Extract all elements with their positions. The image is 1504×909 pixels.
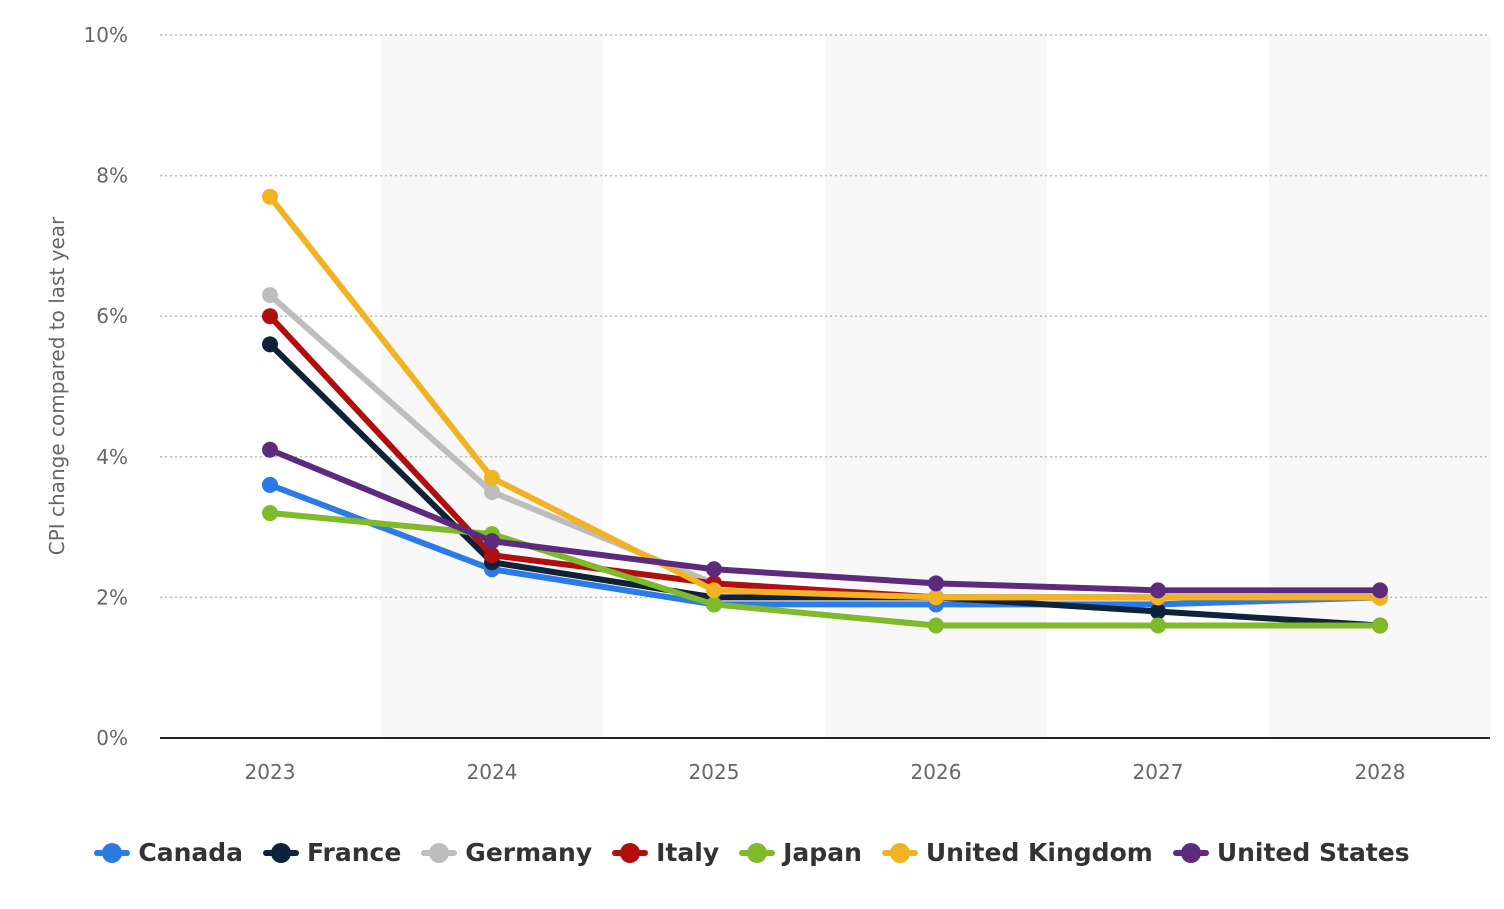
legend-item-germany[interactable]: Germany xyxy=(421,838,592,867)
data-point-united-kingdom-2024[interactable] xyxy=(484,469,500,486)
data-point-germany-2023[interactable] xyxy=(262,287,278,304)
legend-marker-icon xyxy=(739,842,776,863)
x-tick-label: 2023 xyxy=(245,760,296,784)
legend-marker-icon xyxy=(1172,842,1209,863)
data-point-japan-2025[interactable] xyxy=(706,596,722,613)
x-tick-label: 2026 xyxy=(911,760,962,784)
legend-label: Canada xyxy=(138,838,244,867)
legend-label: France xyxy=(307,838,402,867)
legend-marker-icon xyxy=(881,842,918,863)
y-tick-label: 2% xyxy=(96,585,128,609)
data-point-italy-2024[interactable] xyxy=(484,547,500,564)
x-tick-label: 2025 xyxy=(689,760,740,784)
data-point-united-states-2025[interactable] xyxy=(706,561,722,578)
legend-label: Germany xyxy=(465,838,593,867)
data-point-italy-2023[interactable] xyxy=(262,308,278,325)
data-point-france-2027[interactable] xyxy=(1150,603,1166,620)
legend-marker-icon xyxy=(421,842,458,863)
series-line-canada xyxy=(267,481,1383,608)
series-lines xyxy=(262,188,1388,634)
legend-marker-icon xyxy=(263,842,300,863)
data-point-united-states-2026[interactable] xyxy=(928,575,944,592)
data-point-japan-2027[interactable] xyxy=(1150,617,1166,634)
y-axis-tick-labels: 0% 2% 4% 6% 8% 10% xyxy=(84,23,128,750)
legend-item-italy[interactable]: Italy xyxy=(612,838,719,867)
y-tick-label: 0% xyxy=(96,726,128,750)
data-point-japan-2026[interactable] xyxy=(928,617,944,634)
data-point-united-states-2028[interactable] xyxy=(1372,582,1388,599)
data-point-japan-2028[interactable] xyxy=(1372,617,1388,634)
x-axis-tick-labels: 2023 2024 2025 2026 2027 2028 xyxy=(245,760,1406,784)
legend-item-united-kingdom[interactable]: United Kingdom xyxy=(881,838,1153,867)
data-point-japan-2023[interactable] xyxy=(262,505,278,522)
chart-legend: Canada France Germany Italy Japan United King… xyxy=(0,838,1504,867)
data-point-united-kingdom-2026[interactable] xyxy=(928,589,944,606)
alternating-column-bands xyxy=(381,35,1491,738)
x-tick-label: 2028 xyxy=(1355,760,1406,784)
series-line-united-states xyxy=(267,446,1383,594)
x-tick-label: 2027 xyxy=(1133,760,1184,784)
gridlines xyxy=(160,34,1490,739)
y-tick-label: 8% xyxy=(96,164,128,188)
y-tick-label: 6% xyxy=(96,304,128,328)
data-point-canada-2023[interactable] xyxy=(262,476,278,493)
data-point-united-states-2024[interactable] xyxy=(484,533,500,550)
data-point-united-states-2023[interactable] xyxy=(262,441,278,458)
legend-marker-icon xyxy=(612,842,649,863)
series-line-united-kingdom xyxy=(267,193,1383,601)
data-point-germany-2024[interactable] xyxy=(484,483,500,500)
y-tick-label: 10% xyxy=(84,23,128,47)
data-point-france-2023[interactable] xyxy=(262,336,278,353)
legend-label: United States xyxy=(1216,838,1410,867)
series-line-japan xyxy=(267,510,1383,629)
legend-marker-icon xyxy=(94,842,131,863)
data-point-united-kingdom-2023[interactable] xyxy=(262,188,278,205)
legend-label: Italy xyxy=(656,838,720,867)
series-united-states xyxy=(262,441,1388,599)
x-tick-label: 2024 xyxy=(467,760,518,784)
data-point-united-kingdom-2025[interactable] xyxy=(706,582,722,599)
y-axis-title: CPI change compared to last year xyxy=(45,216,69,555)
data-point-united-states-2027[interactable] xyxy=(1150,582,1166,599)
legend-label: Japan xyxy=(783,838,862,867)
legend-item-canada[interactable]: Canada xyxy=(94,838,243,867)
legend-item-japan[interactable]: Japan xyxy=(739,838,862,867)
column-band-2024 xyxy=(381,35,603,738)
legend-label: United Kingdom xyxy=(925,838,1153,867)
legend-item-united-states[interactable]: United States xyxy=(1172,838,1410,867)
legend-item-france[interactable]: France xyxy=(263,838,401,867)
y-tick-label: 4% xyxy=(96,445,128,469)
